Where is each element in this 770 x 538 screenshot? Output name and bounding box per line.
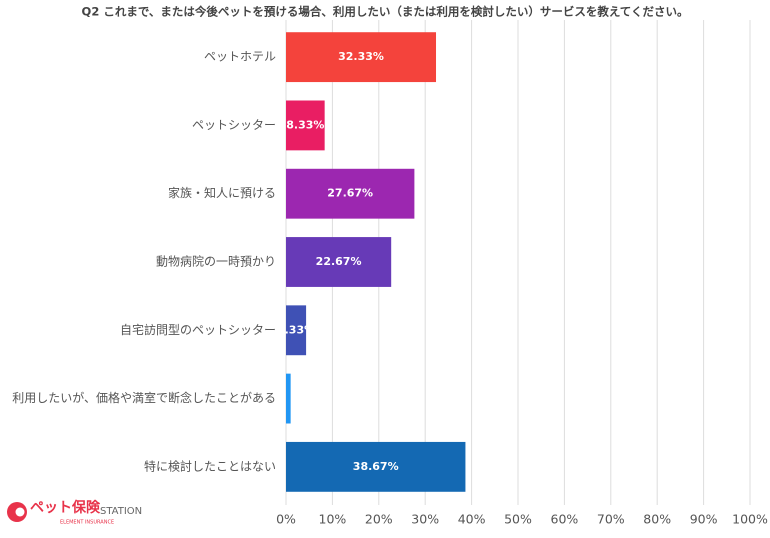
- logo-brand: ペット保険: [30, 499, 101, 516]
- x-tick-label: 0%: [276, 512, 296, 527]
- x-tick-label: 90%: [690, 512, 718, 527]
- bar: [286, 100, 325, 151]
- x-tick-label: 60%: [551, 512, 579, 527]
- data-label: 8.33%: [286, 118, 324, 131]
- y-tick-label: 動物病院の一時預かり: [156, 254, 276, 269]
- bar: [286, 441, 466, 492]
- bar: [286, 32, 437, 83]
- bar: [286, 168, 415, 219]
- logo-station: STATION: [100, 506, 142, 517]
- data-label: 27.67%: [327, 187, 373, 200]
- y-tick-label: ペットホテル: [204, 50, 276, 64]
- y-tick-label: 自宅訪問型のペットシッター: [120, 322, 276, 337]
- x-tick-label: 100%: [732, 512, 768, 527]
- x-tick-label: 30%: [411, 512, 439, 527]
- y-tick-label: 家族・知人に預ける: [168, 185, 276, 200]
- y-tick-label: ペットシッター: [192, 118, 276, 132]
- x-tick-label: 40%: [458, 512, 486, 527]
- x-tick-label: 70%: [597, 512, 625, 527]
- logo-company: ELEMENT INSURANCE: [60, 520, 114, 526]
- chart-title: Q2 これまで、または今後ペットを預ける場合、利用したい（または利用を検討したい…: [82, 5, 689, 19]
- bar: [286, 237, 392, 287]
- y-tick-label: 特に検討したことはない: [144, 458, 276, 473]
- x-tick-label: 50%: [504, 512, 532, 527]
- x-tick-label: 10%: [319, 512, 347, 527]
- data-label: 4.33%: [277, 323, 315, 336]
- logo: ペット保険 STATION ELEMENT INSURANCE: [7, 499, 142, 526]
- y-tick-label: 利用したいが、価格や満室で断念したことがある: [12, 390, 276, 405]
- data-label: 32.33%: [338, 50, 384, 63]
- bar: [286, 305, 307, 356]
- data-label: 38.67%: [353, 460, 399, 473]
- x-tick-label: 20%: [365, 512, 393, 527]
- logo-icon-hole: [15, 507, 25, 517]
- x-tick-label: 80%: [643, 512, 671, 527]
- data-label: 22.67%: [316, 255, 362, 268]
- bar: [286, 373, 291, 424]
